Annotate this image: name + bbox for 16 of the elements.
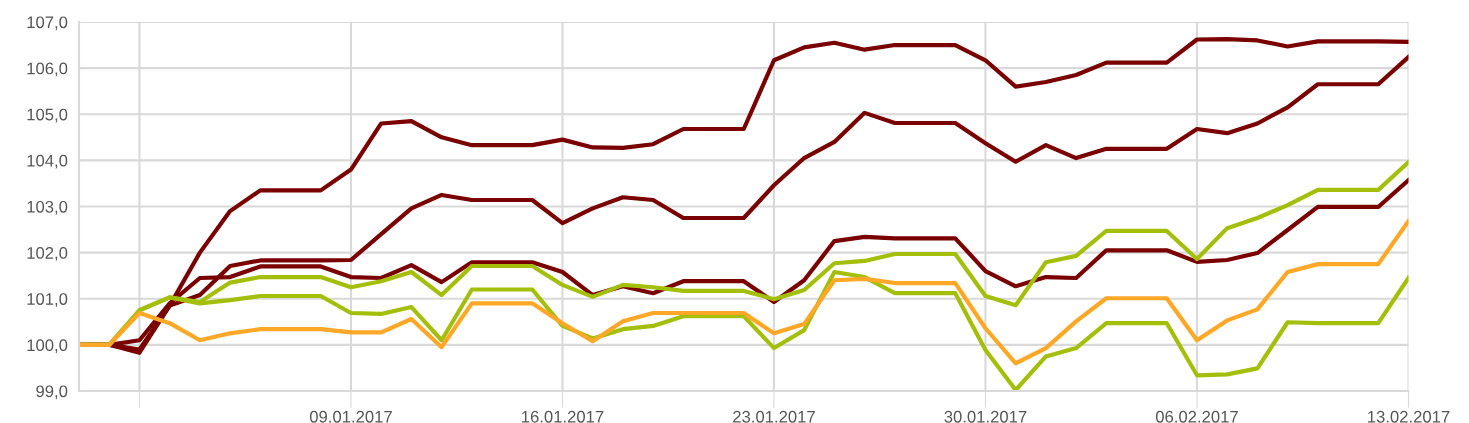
y-tick-label: 103,0 — [27, 200, 68, 215]
y-tick-label: 102,0 — [27, 247, 68, 261]
x-tick-label: 16.01.2017 — [522, 410, 604, 423]
y-tick-label: 106,0 — [27, 62, 68, 77]
y-tick-label: 107,0 — [27, 16, 68, 31]
y-tick-label: 101,0 — [27, 293, 68, 307]
y-tick-label: 105,0 — [27, 108, 68, 123]
y-tick-label: 104,0 — [27, 154, 68, 169]
line-series — [79, 219, 1409, 366]
y-tick-label: 100,0 — [27, 339, 68, 354]
x-tick-label: 23.01.2017 — [733, 410, 815, 423]
x-tick-label: 30.01.2017 — [944, 410, 1027, 423]
y-tick-label: 99,0 — [36, 385, 68, 400]
x-tick-label: 06.02.2017 — [1155, 410, 1238, 423]
x-tick-label: 13.02.2017 — [1368, 410, 1450, 423]
x-tick-label: 09.01.2017 — [309, 410, 392, 423]
